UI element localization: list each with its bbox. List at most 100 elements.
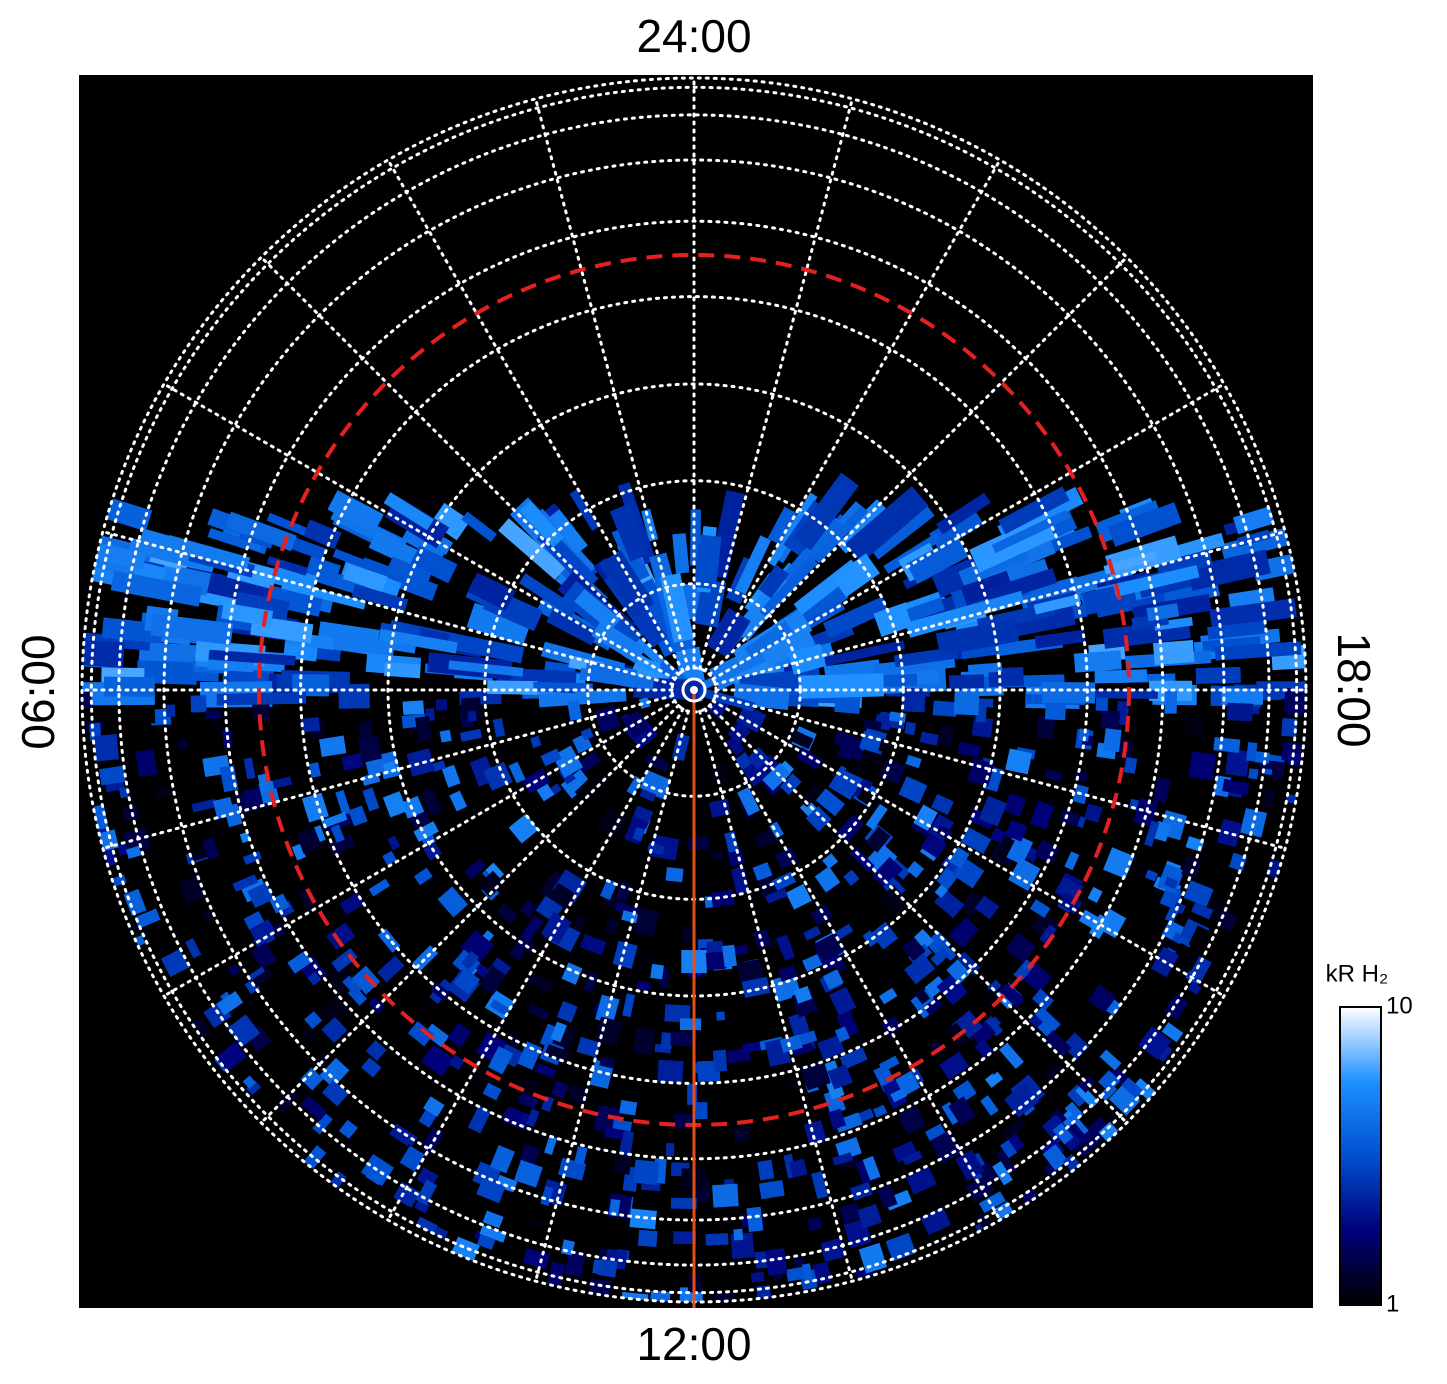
emission-cell [1254, 751, 1270, 764]
emission-cell [526, 972, 554, 995]
emission-cell [759, 556, 818, 619]
emission-cell [974, 895, 1000, 920]
emission-cell [913, 987, 931, 1005]
emission-cell [232, 874, 259, 892]
emission-cell [190, 695, 207, 713]
emission-cell [368, 530, 424, 570]
emission-cell [785, 883, 812, 910]
time-label-bottom: 12:00 [636, 1318, 751, 1370]
emission-cell [657, 1059, 684, 1083]
colorbar-tick-label: 1 [1386, 1290, 1399, 1317]
emission-cell [358, 720, 374, 739]
emission-cell [331, 948, 358, 973]
emission-cell [628, 959, 656, 976]
emission-cell [638, 697, 651, 709]
colorbar: 1 10 [1339, 992, 1413, 1317]
emission-cell [1036, 715, 1056, 740]
emission-cell [1005, 748, 1033, 775]
emission-cell [929, 506, 984, 552]
emission-cell [983, 1016, 1004, 1037]
emission-cell [338, 1119, 358, 1139]
emission-cell [216, 991, 244, 1016]
emission-cell [660, 1032, 673, 1049]
emission-cell [873, 602, 915, 637]
emission-cell [596, 807, 628, 840]
emission-cell [924, 976, 947, 998]
emission-cell [829, 986, 857, 1016]
emission-cell [892, 1140, 918, 1163]
emission-cell [919, 731, 939, 746]
emission-cell [420, 788, 443, 816]
emission-cell [999, 982, 1026, 1009]
emission-cell [988, 667, 1024, 688]
emission-cell [633, 1027, 656, 1055]
emission-cell [805, 805, 832, 832]
emission-cell [128, 537, 216, 573]
emission-cell [901, 687, 926, 713]
emission-cell [710, 849, 724, 861]
emission-cell [597, 1258, 618, 1278]
emission-cell [732, 1126, 750, 1143]
pole-dot [690, 686, 698, 694]
emission-cell [978, 1191, 1006, 1214]
emission-cell [621, 1291, 649, 1302]
emission-cell [862, 1156, 881, 1181]
emission-cell [216, 692, 307, 706]
emission-cell [1087, 984, 1117, 1013]
emission-cell [492, 718, 506, 738]
emission-cell [1195, 666, 1241, 685]
emission-cell [772, 871, 796, 891]
emission-cell [82, 631, 151, 651]
emission-cell [431, 760, 447, 772]
emission-cell [746, 1206, 764, 1232]
time-label-left: 06:00 [12, 634, 64, 749]
emission-cell [1225, 748, 1251, 777]
emission-cell [858, 1108, 875, 1122]
emission-cell [860, 748, 885, 767]
emission-cell [377, 928, 401, 953]
emission-cell [845, 499, 888, 541]
emission-cell [205, 709, 222, 720]
emission-cell [767, 506, 797, 545]
emission-cell [931, 793, 954, 815]
emission-cell [670, 1031, 692, 1047]
emission-cell [650, 834, 680, 861]
emission-cell [824, 640, 906, 667]
emission-cell [207, 527, 251, 550]
emission-cell [268, 966, 292, 990]
emission-cell [641, 508, 659, 542]
emission-cell [1008, 857, 1041, 891]
emission-cell [131, 705, 156, 725]
emission-cell [1042, 1144, 1069, 1171]
emission-cell [362, 787, 380, 812]
emission-cell [765, 888, 788, 904]
emission-cell [82, 691, 92, 709]
emission-cell [1144, 869, 1158, 882]
emission-cell [671, 733, 690, 762]
emission-cell [780, 773, 802, 796]
emission-cell [544, 1135, 558, 1155]
emission-cell [461, 511, 497, 543]
emission-cell [572, 915, 587, 932]
emission-cell [780, 515, 845, 587]
emission-cell [744, 620, 794, 660]
emission-cell [820, 1240, 842, 1262]
emission-cell [178, 875, 206, 904]
emission-cell [750, 1271, 765, 1283]
emission-cell [845, 757, 872, 780]
emission-cell [538, 688, 627, 708]
emission-cell [516, 1074, 543, 1098]
emission-cell [712, 1049, 728, 1072]
emission-cell [341, 753, 364, 771]
emission-cell [638, 951, 658, 966]
emission-cell [1248, 768, 1259, 780]
emission-cell [1183, 880, 1214, 907]
emission-cell [629, 1208, 657, 1230]
emission-cell [317, 994, 352, 1029]
emission-cell [793, 1257, 805, 1268]
emission-cell [594, 705, 621, 734]
emission-cell [301, 792, 329, 823]
emission-cell [650, 963, 664, 980]
emission-cell [537, 1055, 567, 1078]
emission-cell [1186, 549, 1271, 591]
